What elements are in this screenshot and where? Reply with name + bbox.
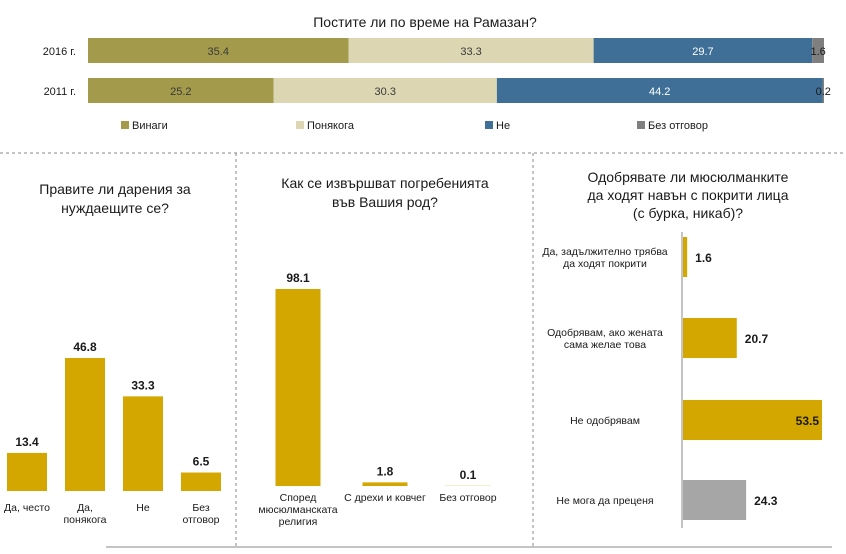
category-label: Без <box>192 502 209 514</box>
bar <box>181 472 221 491</box>
bar <box>65 358 105 491</box>
category-label: отговор <box>183 514 220 526</box>
veil-title-line-1: Одобрявате ли мюсюлманките <box>588 169 789 185</box>
category-label: Да, задължително трябва <box>542 246 667 258</box>
legend-swatch <box>485 121 493 129</box>
category-label: Не одобрявам <box>570 415 640 427</box>
bar-value-label: 33.3 <box>131 378 155 392</box>
category-label: да ходят покрити <box>563 258 647 270</box>
veil-approval-chart: Одобрявате ли мюсюлманките да ходят навъ… <box>542 169 822 528</box>
stacked-bar-segment <box>273 78 497 103</box>
bar-value-label: 24.3 <box>754 494 778 508</box>
bar <box>683 400 822 440</box>
bar <box>683 237 688 277</box>
category-label: Не <box>136 502 150 514</box>
bar-value-label: 13.4 <box>15 435 39 449</box>
stacked-bar-value: 25.2 <box>170 86 191 98</box>
stacked-bar-segment <box>812 38 824 63</box>
bar <box>683 318 737 358</box>
category-label: Не мога да преценя <box>556 495 653 507</box>
category-label: Според <box>280 492 317 504</box>
ramazan-fasting-chart: Постите ли по време на Рамазан? 2016 г. 3… <box>43 14 831 132</box>
bar-value-label: 98.1 <box>286 271 310 285</box>
legend-label: Без отговор <box>648 120 708 132</box>
donations-title-line-1: Правите ли дарения за <box>39 181 191 197</box>
ramazan-chart-title: Постите ли по време на Рамазан? <box>313 14 537 30</box>
stacked-bar-value: 44.2 <box>649 86 670 98</box>
stacked-bar-value: 1.6 <box>810 46 825 58</box>
veil-title-line-3: (с бурка, никаб)? <box>633 205 743 221</box>
bar-value-label: 1.8 <box>377 464 394 478</box>
bar-value-label: 1.6 <box>695 251 712 265</box>
stacked-bar-value: 35.4 <box>208 46 229 58</box>
category-label: Да, <box>77 502 93 514</box>
bar <box>7 452 47 491</box>
category-label: мюсюлманската <box>258 504 337 516</box>
burials-chart: Как се извършват погребенията във Вашия … <box>258 175 496 528</box>
year-label: 2016 г. <box>43 46 76 58</box>
category-label: понякога <box>64 514 107 526</box>
stacked-bar-segment <box>822 78 824 103</box>
category-label: Без отговор <box>439 492 496 504</box>
bar <box>275 289 321 486</box>
donations-chart: Правите ли дарения за нуждаещите се? 13.… <box>4 181 221 526</box>
stacked-bar-segment <box>348 38 594 63</box>
stacked-bar-value: 0.2 <box>816 86 831 98</box>
bar-value-label: 53.5 <box>796 414 820 428</box>
donations-title-line-2: нуждаещите се? <box>61 200 169 216</box>
bar <box>123 396 163 491</box>
year-label: 2011 г. <box>44 86 76 98</box>
category-label: Одобрявам, ако жената <box>547 327 663 339</box>
legend-label: Винаги <box>132 120 168 132</box>
legend-swatch <box>296 121 304 129</box>
bar-value-label: 20.7 <box>745 332 769 346</box>
stacked-bar-segment <box>88 78 274 103</box>
legend-label: Не <box>496 120 510 132</box>
legend-label: Понякога <box>307 120 355 132</box>
legend-swatch <box>637 121 645 129</box>
bar-value-label: 6.5 <box>193 455 210 469</box>
category-label: сама желае това <box>564 339 646 351</box>
stacked-bar-value: 33.3 <box>460 46 481 58</box>
stacked-bar-segment <box>593 38 813 63</box>
veil-title-line-2: да ходят навън с покрити лица <box>588 187 789 203</box>
stacked-bar-value: 30.3 <box>375 86 396 98</box>
bar-value-label: 46.8 <box>73 340 97 354</box>
burials-title-line-2: във Вашия род? <box>332 194 438 210</box>
bar <box>683 480 747 520</box>
bar-value-label: 0.1 <box>460 468 477 482</box>
stacked-bar-value: 29.7 <box>692 46 713 58</box>
category-label: религия <box>279 516 318 528</box>
category-label: Да, често <box>4 502 50 514</box>
stacked-bar-segment <box>496 78 823 103</box>
stacked-bar-segment <box>88 38 349 63</box>
bar <box>362 482 408 486</box>
burials-title-line-1: Как се извършват погребенията <box>281 175 489 191</box>
category-label: С дрехи и ковчег <box>344 492 426 504</box>
legend-swatch <box>121 121 129 129</box>
